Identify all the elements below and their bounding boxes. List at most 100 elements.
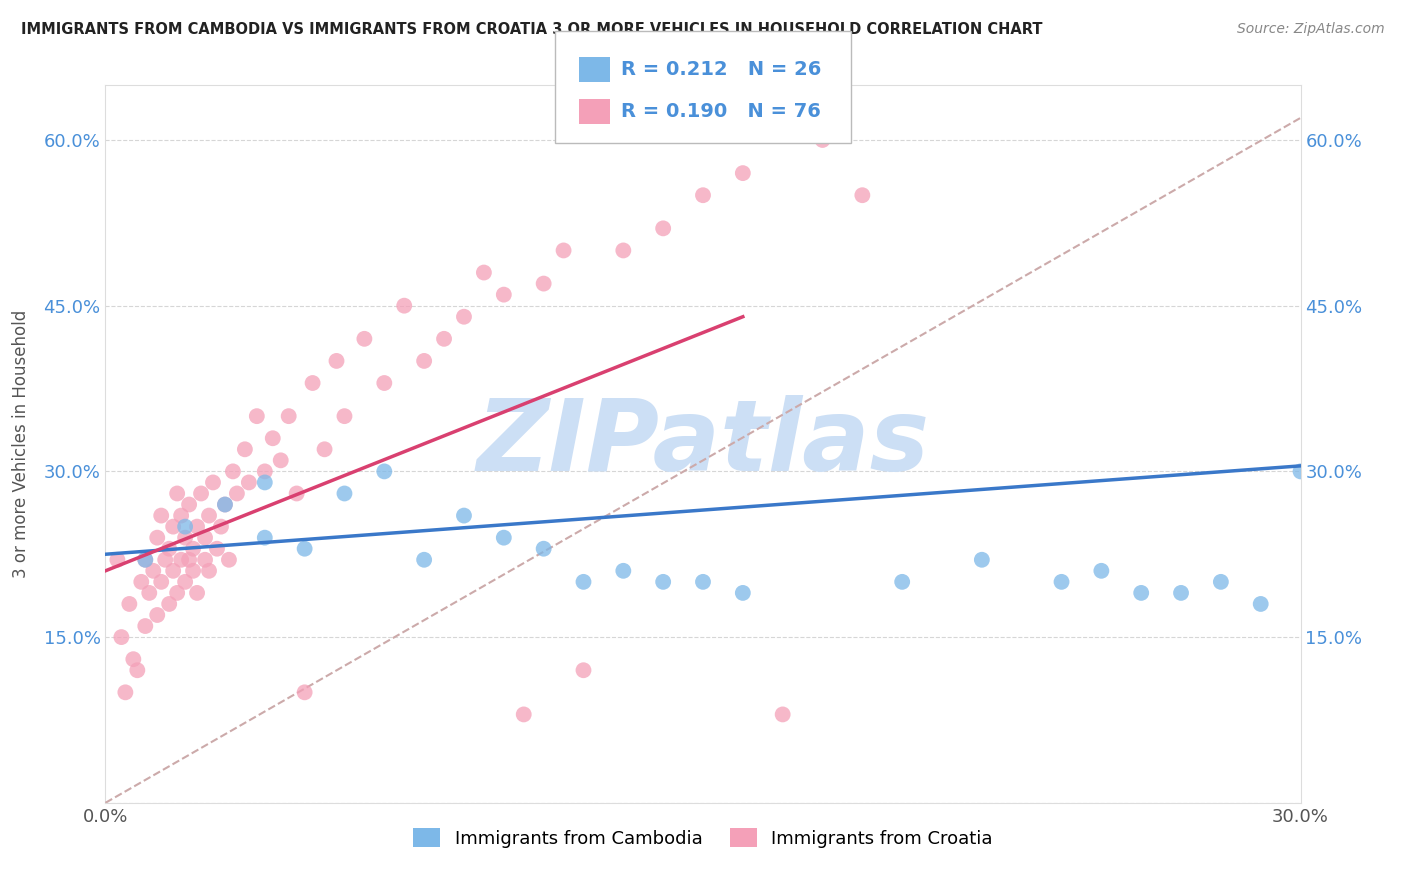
Point (194, 553, 217, 567)
Point (353, 332, 375, 346)
Point (1289, 464, 1312, 478)
Point (572, 663, 595, 677)
Point (1130, 586, 1153, 600)
Point (533, 541, 555, 556)
Point (453, 508, 475, 523)
Point (190, 486, 212, 500)
Point (325, 354, 347, 368)
Text: Source: ZipAtlas.com: Source: ZipAtlas.com (1237, 22, 1385, 37)
Point (270, 453, 292, 467)
Point (413, 354, 436, 368)
Point (214, 498, 236, 512)
Point (553, 244, 575, 258)
Point (731, 166, 754, 180)
Point (472, 266, 495, 280)
Point (246, 409, 269, 424)
Point (314, 442, 336, 457)
Point (181, 541, 204, 556)
Point (177, 553, 201, 567)
Point (153, 553, 177, 567)
Point (177, 498, 201, 512)
Point (492, 531, 515, 545)
Point (851, 188, 873, 202)
Point (333, 486, 356, 500)
Point (129, 574, 153, 589)
Point (225, 486, 249, 500)
Point (142, 564, 165, 578)
Point (222, 464, 245, 478)
Point (1170, 586, 1192, 600)
Point (174, 519, 197, 533)
Point (652, 574, 675, 589)
Point (285, 486, 308, 500)
Point (253, 475, 276, 490)
Point (612, 244, 634, 258)
Y-axis label: 3 or more Vehicles in Household: 3 or more Vehicles in Household (11, 310, 30, 578)
Point (110, 630, 132, 644)
Point (162, 519, 184, 533)
Point (127, 663, 149, 677)
Point (157, 597, 180, 611)
Point (970, 553, 993, 567)
Text: R = 0.190   N = 76: R = 0.190 N = 76 (621, 102, 821, 121)
Text: ZIPatlas: ZIPatlas (477, 395, 929, 492)
Point (122, 652, 145, 666)
Point (253, 464, 276, 478)
Point (202, 475, 225, 490)
Point (301, 376, 323, 390)
Point (731, 586, 754, 600)
Text: IMMIGRANTS FROM CAMBODIA VS IMMIGRANTS FROM CROATIA 3 OR MORE VEHICLES IN HOUSEH: IMMIGRANTS FROM CAMBODIA VS IMMIGRANTS F… (21, 22, 1043, 37)
Point (413, 553, 436, 567)
Point (294, 685, 316, 699)
Point (146, 607, 169, 622)
Point (107, 553, 129, 567)
Text: R = 0.212   N = 26: R = 0.212 N = 26 (621, 60, 823, 79)
Point (114, 685, 136, 699)
Point (157, 541, 180, 556)
Point (1050, 574, 1073, 589)
Point (513, 707, 536, 722)
Point (373, 464, 395, 478)
Point (262, 431, 284, 445)
Point (134, 619, 156, 633)
Point (166, 486, 188, 500)
Point (692, 188, 714, 202)
Point (891, 574, 914, 589)
Point (174, 574, 197, 589)
Legend: Immigrants from Cambodia, Immigrants from Croatia: Immigrants from Cambodia, Immigrants fro… (406, 821, 1000, 855)
Point (174, 531, 197, 545)
Point (181, 564, 204, 578)
Point (233, 442, 256, 457)
Point (333, 409, 356, 424)
Point (170, 553, 193, 567)
Point (612, 564, 634, 578)
Point (209, 519, 232, 533)
Point (150, 574, 173, 589)
Point (652, 221, 675, 235)
Point (138, 586, 160, 600)
Point (118, 597, 141, 611)
Point (692, 574, 714, 589)
Point (150, 508, 173, 523)
Point (1209, 574, 1232, 589)
Point (134, 553, 156, 567)
Point (146, 531, 169, 545)
Point (205, 541, 228, 556)
Point (492, 287, 515, 301)
Point (198, 508, 221, 523)
Point (166, 586, 188, 600)
Point (1090, 564, 1112, 578)
Point (186, 519, 208, 533)
Point (198, 564, 221, 578)
Point (572, 574, 595, 589)
Point (294, 541, 316, 556)
Point (772, 707, 794, 722)
Point (433, 332, 456, 346)
Point (214, 498, 236, 512)
Point (170, 508, 193, 523)
Point (162, 564, 184, 578)
Point (218, 553, 240, 567)
Point (1250, 597, 1272, 611)
Point (392, 299, 416, 313)
Point (453, 310, 475, 324)
